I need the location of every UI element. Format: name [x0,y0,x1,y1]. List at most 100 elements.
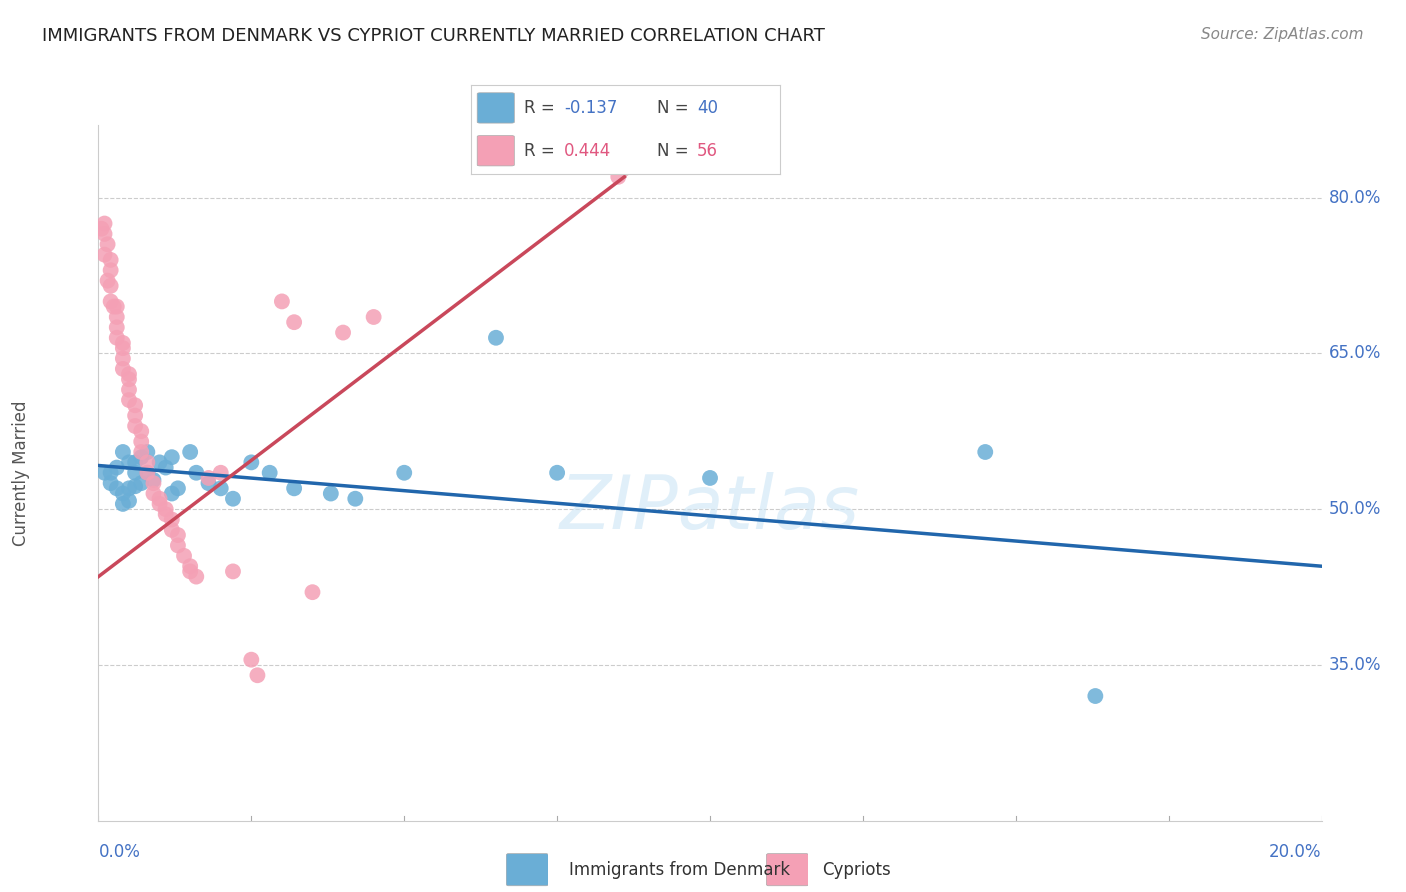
Point [974,445,997,459]
Point [93,248,115,262]
Point [155,502,177,516]
Point [160,450,183,465]
Point [607,169,630,184]
Point [179,559,201,574]
Point [173,549,195,563]
Point [142,473,165,487]
Point [129,476,152,491]
FancyBboxPatch shape [477,136,515,166]
Point [332,326,354,340]
Point [167,528,190,542]
Point [111,335,134,350]
Text: 0.444: 0.444 [564,142,612,160]
Point [136,466,159,480]
Point [118,493,141,508]
Point [283,315,305,329]
Point [118,367,141,381]
Point [186,569,208,583]
Point [699,471,721,485]
Text: Source: ZipAtlas.com: Source: ZipAtlas.com [1201,27,1364,42]
Point [100,252,122,267]
Point [100,294,122,309]
Point [103,300,125,314]
Point [100,476,122,491]
Point [111,497,134,511]
Point [136,455,159,469]
Point [105,331,128,345]
Point [105,320,128,334]
Text: IMMIGRANTS FROM DENMARK VS CYPRIOT CURRENTLY MARRIED CORRELATION CHART: IMMIGRANTS FROM DENMARK VS CYPRIOT CURRE… [42,27,825,45]
Point [136,445,159,459]
Text: N =: N = [657,99,693,117]
Text: 65.0%: 65.0% [1329,344,1381,362]
Point [167,538,190,552]
Text: 0.0%: 0.0% [98,843,141,861]
FancyBboxPatch shape [766,854,808,886]
Point [105,310,128,324]
Point [301,585,323,599]
Point [240,653,263,667]
Point [111,445,134,459]
Point [93,227,115,241]
Point [97,237,120,252]
Point [197,476,219,491]
Point [186,466,208,480]
Point [129,434,152,449]
Point [222,491,245,506]
Point [259,466,281,480]
Point [149,455,172,469]
Point [93,466,115,480]
Point [105,460,128,475]
Text: 50.0%: 50.0% [1329,500,1381,518]
Point [149,497,172,511]
Point [111,362,134,376]
Point [124,479,146,493]
Point [240,455,263,469]
Text: N =: N = [657,142,693,160]
Point [270,294,292,309]
Point [118,372,141,386]
Point [100,263,122,277]
Point [111,486,134,500]
Text: Cypriots: Cypriots [823,861,891,879]
Point [93,217,115,231]
Text: ZIPatlas: ZIPatlas [560,472,860,543]
Point [283,481,305,495]
Point [105,481,128,495]
Point [118,393,141,408]
Point [142,486,165,500]
Text: Immigrants from Denmark: Immigrants from Denmark [569,861,790,879]
Point [155,460,177,475]
Point [118,383,141,397]
Point [160,486,183,500]
Text: 80.0%: 80.0% [1329,188,1381,207]
FancyBboxPatch shape [477,93,515,123]
Text: 56: 56 [697,142,718,160]
Point [160,512,183,526]
Point [392,466,416,480]
Point [222,565,245,579]
Point [546,466,568,480]
Point [111,341,134,355]
Point [246,668,269,682]
Point [1084,689,1107,703]
Point [344,491,367,506]
Point [118,481,141,495]
Text: 40: 40 [697,99,718,117]
Text: 20.0%: 20.0% [1270,843,1322,861]
Point [179,445,201,459]
Text: Currently Married: Currently Married [13,400,30,546]
Point [167,481,190,495]
Point [124,466,146,480]
Point [179,565,201,579]
Point [111,351,134,366]
Text: R =: R = [523,99,560,117]
Point [129,424,152,438]
Text: R =: R = [523,142,560,160]
Point [142,476,165,491]
Point [97,274,120,288]
Point [90,221,112,235]
Point [129,445,152,459]
Point [124,398,146,412]
Text: -0.137: -0.137 [564,99,617,117]
